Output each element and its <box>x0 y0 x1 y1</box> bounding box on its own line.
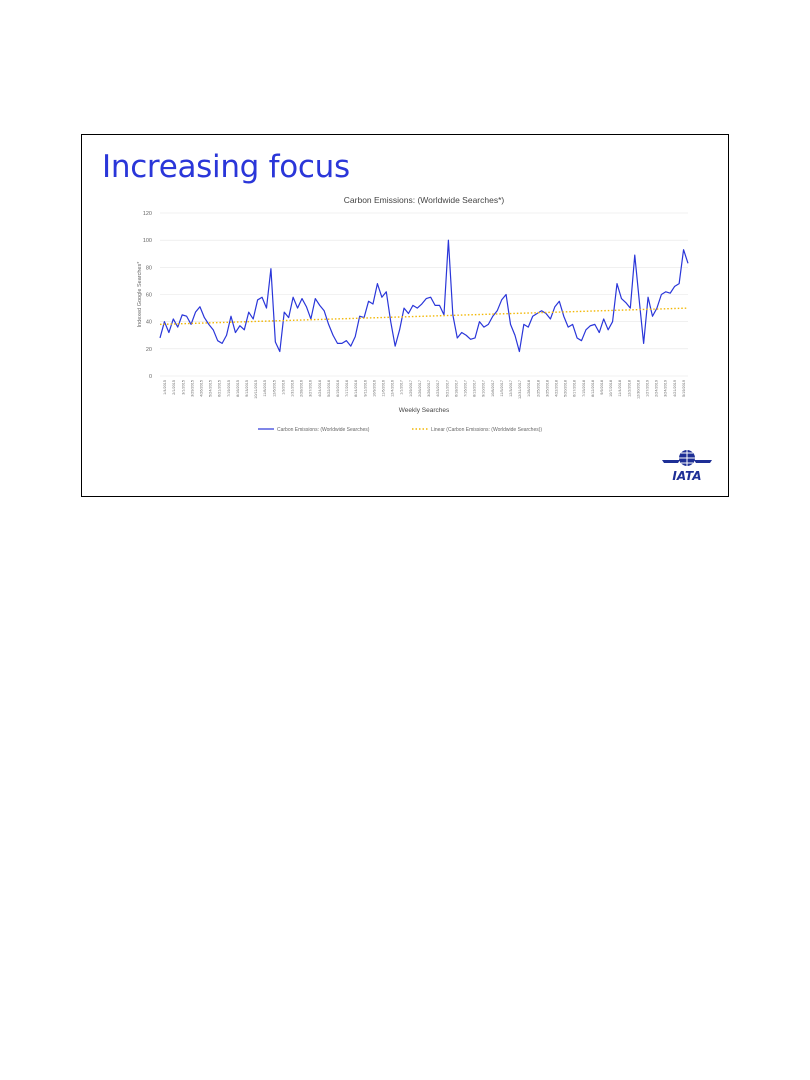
x-tick-label: 5/19/2019 <box>682 380 686 397</box>
x-tick-label: 5/20/2018 <box>564 380 568 397</box>
x-tick-label: 12/4/2016 <box>391 380 395 397</box>
x-tick-label: 1/31/2016 <box>291 380 295 397</box>
x-tick-label: 10/11/2015 <box>254 380 258 399</box>
logo-text: IATA <box>672 469 701 483</box>
y-tick-label: 120 <box>143 211 152 217</box>
chart: Carbon Emissions: (Worldwide Searches*) 0… <box>137 195 689 433</box>
x-tick-label: 4/23/2017 <box>436 380 440 397</box>
y-tick-label: 0 <box>149 374 152 380</box>
x-tick-label: 6/19/2016 <box>336 380 340 397</box>
x-tick-label: 1/3/2016 <box>281 380 285 395</box>
x-tick-label: 2/26/2017 <box>418 380 422 397</box>
logo-wings-icon <box>662 460 712 463</box>
x-tick-label: 1/1/2017 <box>400 380 404 395</box>
x-tick-label: 12/30/2018 <box>636 380 640 399</box>
y-tick-label: 100 <box>143 238 152 244</box>
x-tick-label: 11/8/2015 <box>263 380 267 397</box>
y-tick-label: 20 <box>146 347 152 353</box>
x-tick-label: 4/22/2018 <box>555 380 559 397</box>
x-tick-label: 6/17/2018 <box>573 380 577 397</box>
slide-frame: Increasing focus Carbon Emissions: (Worl… <box>81 134 729 497</box>
x-tick-label: 2/24/2019 <box>655 380 659 397</box>
y-tick-label: 80 <box>146 265 152 271</box>
legend-label-linear-trend: Linear (Carbon Emissions: (Worldwide Sea… <box>431 427 542 433</box>
iata-logo: IATA <box>662 450 712 483</box>
x-tick-label: 1/28/2018 <box>527 380 531 397</box>
x-tick-label: 7/15/2018 <box>582 380 586 397</box>
x-tick-label: 8/14/2016 <box>354 380 358 397</box>
x-tick-label: 4/21/2019 <box>673 380 677 397</box>
x-tick-label: 9/9/2018 <box>600 380 604 395</box>
x-tick-label: 3/1/2015 <box>181 380 185 395</box>
x-tick-label: 3/24/2019 <box>664 380 668 397</box>
x-tick-label: 5/24/2015 <box>209 380 213 397</box>
x-tick-label: 8/13/2017 <box>473 380 477 397</box>
x-tick-label: 11/4/2018 <box>618 380 622 397</box>
x-tick-label: 12/3/2017 <box>509 380 513 397</box>
x-tick-label: 9/13/2015 <box>245 380 249 397</box>
y-axis-label: Indexed Google Searches* <box>137 261 143 328</box>
x-tick-label: 8/12/2018 <box>591 380 595 397</box>
x-tick-label: 11/5/2017 <box>500 380 504 397</box>
x-tick-label: 12/31/2017 <box>518 380 522 399</box>
legend-label-carbon-emissions: Carbon Emissions: (Worldwide Searches) <box>277 427 370 433</box>
x-tick-label: 6/18/2017 <box>454 380 458 397</box>
slide-title: Increasing focus <box>102 149 350 185</box>
x-tick-label: 5/21/2017 <box>445 380 449 397</box>
x-tick-label: 7/16/2017 <box>463 380 467 397</box>
x-tick-label: 4/26/2015 <box>199 380 203 397</box>
x-tick-label: 3/26/2017 <box>427 380 431 397</box>
x-tick-label: 11/6/2016 <box>382 380 386 397</box>
x-tick-label: 7/19/2015 <box>227 380 231 397</box>
x-tick-label: 5/22/2016 <box>327 380 331 397</box>
x-tick-label: 10/9/2016 <box>372 380 376 397</box>
x-tick-label: 2/25/2018 <box>536 380 540 397</box>
x-tick-label: 3/27/2016 <box>309 380 313 397</box>
y-tick-label: 60 <box>146 293 152 299</box>
x-tick-label: 12/6/2015 <box>272 380 276 397</box>
x-tick-label: 3/25/2018 <box>545 380 549 397</box>
x-tick-label: 12/2/2018 <box>627 380 631 397</box>
x-tick-label: 9/10/2017 <box>482 380 486 397</box>
x-tick-label: 1/4/2015 <box>163 380 167 395</box>
x-tick-label: 10/7/2018 <box>609 380 613 397</box>
chart-title: Carbon Emissions: (Worldwide Searches*) <box>344 195 505 205</box>
x-tick-label: 9/11/2016 <box>363 380 367 397</box>
x-tick-label: 3/29/2015 <box>190 380 194 397</box>
x-tick-label: 1/27/2019 <box>646 380 650 397</box>
x-tick-label: 6/21/2015 <box>218 380 222 397</box>
y-tick-label: 40 <box>146 320 152 326</box>
series-line-linear-trend <box>159 307 689 326</box>
x-tick-label: 1/29/2017 <box>409 380 413 397</box>
x-tick-label: 2/1/2015 <box>172 380 176 395</box>
x-tick-label: 2/28/2016 <box>300 380 304 397</box>
x-tick-label: 7/17/2016 <box>345 380 349 397</box>
x-tick-label: 10/8/2017 <box>491 380 495 397</box>
x-tick-label: 4/24/2016 <box>318 380 322 397</box>
x-tick-label: 8/16/2015 <box>236 380 240 397</box>
series-line-carbon-emissions <box>159 239 689 353</box>
x-axis-label: Weekly Searches <box>399 407 450 414</box>
